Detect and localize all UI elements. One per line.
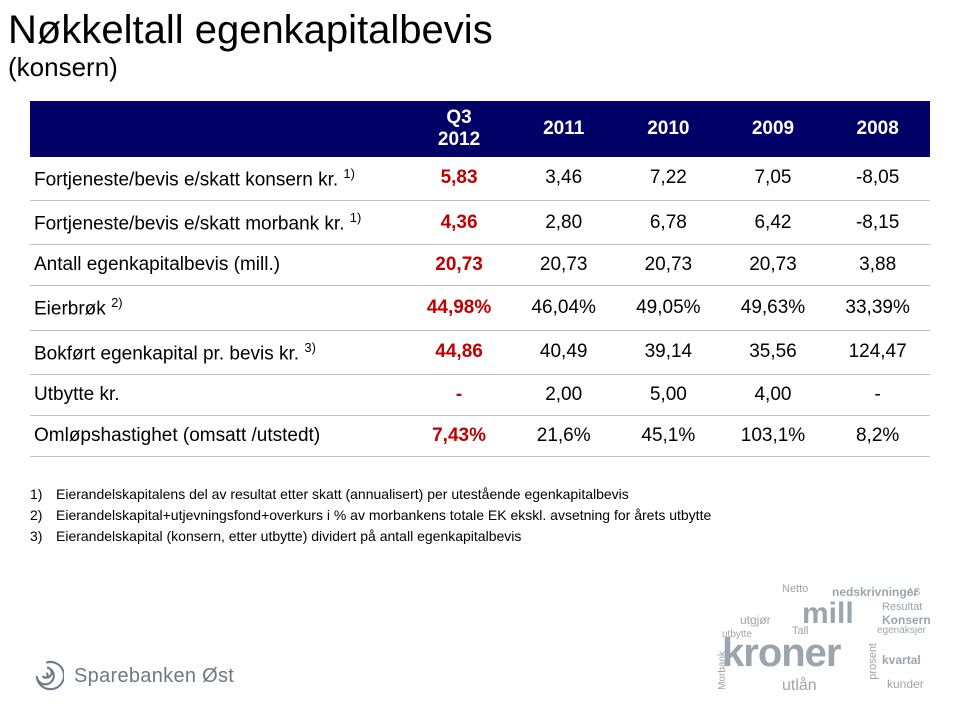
cell: 7,43% bbox=[407, 416, 512, 457]
table-header-row: Q3 2012 2011 2010 2009 2008 bbox=[30, 101, 930, 157]
spiral-icon bbox=[30, 659, 64, 693]
superscript: 1) bbox=[350, 210, 362, 225]
cell: 35,56 bbox=[721, 330, 826, 374]
bank-logo: Sparebanken Øst bbox=[30, 659, 234, 693]
word-cloud: Netto nedskrivninger AS mill Resultat Ko… bbox=[722, 583, 942, 703]
table-row: Antall egenkapitalbevis (mill.) 20,7320,… bbox=[30, 245, 930, 286]
footnote: 3)Eierandelskapital (konsern, etter utby… bbox=[30, 527, 930, 546]
row-label: Omløpshastighet (omsatt /utstedt) bbox=[30, 416, 407, 457]
cloud-word: Resultat bbox=[882, 601, 922, 613]
footnote-number: 3) bbox=[30, 527, 56, 546]
cell: 3,46 bbox=[511, 157, 616, 201]
footnote-text: Eierandelskapital (konsern, etter utbytt… bbox=[56, 527, 521, 546]
cell: 46,04% bbox=[511, 286, 616, 330]
cell: 124,47 bbox=[825, 330, 930, 374]
header-2009: 2009 bbox=[721, 101, 826, 157]
header-q3-top: Q3 2012 bbox=[411, 107, 508, 151]
cloud-word: Netto bbox=[782, 583, 808, 595]
cell: -8,05 bbox=[825, 157, 930, 201]
cell: 103,1% bbox=[721, 416, 826, 457]
table-body: Fortjeneste/bevis e/skatt konsern kr. 1)… bbox=[30, 157, 930, 457]
row-label: Antall egenkapitalbevis (mill.) bbox=[30, 245, 407, 286]
header-2008: 2008 bbox=[825, 101, 930, 157]
cell: 20,73 bbox=[407, 245, 512, 286]
cell: 7,05 bbox=[721, 157, 826, 201]
cloud-word-big: kroner bbox=[722, 631, 841, 676]
cell: 21,6% bbox=[511, 416, 616, 457]
cell: 4,00 bbox=[721, 375, 826, 416]
header-2010: 2010 bbox=[616, 101, 721, 157]
cell: 20,73 bbox=[511, 245, 616, 286]
superscript: 1) bbox=[343, 166, 355, 181]
page-title: Nøkkeltall egenkapitalbevis bbox=[0, 0, 960, 52]
table-row: Fortjeneste/bevis e/skatt morbank kr. 1)… bbox=[30, 201, 930, 245]
cell: 6,42 bbox=[721, 201, 826, 245]
cell: - bbox=[825, 375, 930, 416]
table-container: Q3 2012 2011 2010 2009 2008 Fortjeneste/… bbox=[0, 101, 960, 457]
cell: 6,78 bbox=[616, 201, 721, 245]
superscript: 3) bbox=[304, 340, 316, 355]
cloud-word: prosent bbox=[867, 643, 879, 680]
cloud-word: egenaksjer bbox=[877, 625, 926, 636]
cell: 2,00 bbox=[511, 375, 616, 416]
table-row: Eierbrøk 2)44,98%46,04%49,05%49,63%33,39… bbox=[30, 286, 930, 330]
cell: 45,1% bbox=[616, 416, 721, 457]
header-2011: 2011 bbox=[511, 101, 616, 157]
cloud-word: Morbank bbox=[717, 651, 728, 690]
footnote: 2)Eierandelskapital+utjevningsfond+overk… bbox=[30, 506, 930, 525]
cloud-word: kvartal bbox=[882, 653, 921, 667]
cell: 49,63% bbox=[721, 286, 826, 330]
cell: 5,83 bbox=[407, 157, 512, 201]
page-subtitle: (konsern) bbox=[0, 52, 960, 101]
footnote-number: 2) bbox=[30, 506, 56, 525]
cell: 2,80 bbox=[511, 201, 616, 245]
row-label: Bokført egenkapital pr. bevis kr. 3) bbox=[30, 330, 407, 374]
cell: 4,36 bbox=[407, 201, 512, 245]
header-blank bbox=[30, 101, 407, 157]
cloud-word: utgjør bbox=[740, 613, 771, 627]
cloud-word: AS bbox=[907, 587, 920, 598]
cloud-word: mill bbox=[802, 597, 854, 631]
footnote-text: Eierandelskapital+utjevningsfond+overkur… bbox=[56, 506, 711, 525]
header-q3-2012: Q3 2012 bbox=[407, 101, 512, 157]
row-label: Fortjeneste/bevis e/skatt konsern kr. 1) bbox=[30, 157, 407, 201]
cell: 33,39% bbox=[825, 286, 930, 330]
cell: - bbox=[407, 375, 512, 416]
cloud-word: kunder bbox=[887, 677, 924, 691]
table-row: Bokført egenkapital pr. bevis kr. 3)44,8… bbox=[30, 330, 930, 374]
key-figures-table: Q3 2012 2011 2010 2009 2008 Fortjeneste/… bbox=[30, 101, 930, 457]
bank-name: Sparebanken Øst bbox=[74, 665, 234, 688]
footnote-text: Eierandelskapitalens del av resultat ett… bbox=[56, 485, 629, 504]
footnote-number: 1) bbox=[30, 485, 56, 504]
cloud-word: utlån bbox=[782, 677, 817, 695]
footnotes: 1)Eierandelskapitalens del av resultat e… bbox=[0, 457, 960, 546]
row-label: Fortjeneste/bevis e/skatt morbank kr. 1) bbox=[30, 201, 407, 245]
cell: 7,22 bbox=[616, 157, 721, 201]
cell: 20,73 bbox=[721, 245, 826, 286]
table-row: Omløpshastighet (omsatt /utstedt) 7,43%2… bbox=[30, 416, 930, 457]
cell: 20,73 bbox=[616, 245, 721, 286]
row-label: Utbytte kr. bbox=[30, 375, 407, 416]
cell: 44,86 bbox=[407, 330, 512, 374]
footnote: 1)Eierandelskapitalens del av resultat e… bbox=[30, 485, 930, 504]
cell: 39,14 bbox=[616, 330, 721, 374]
superscript: 2) bbox=[111, 295, 123, 310]
cell: 40,49 bbox=[511, 330, 616, 374]
cell: 5,00 bbox=[616, 375, 721, 416]
cell: 44,98% bbox=[407, 286, 512, 330]
cell: 49,05% bbox=[616, 286, 721, 330]
cell: 8,2% bbox=[825, 416, 930, 457]
table-row: Fortjeneste/bevis e/skatt konsern kr. 1)… bbox=[30, 157, 930, 201]
cell: -8,15 bbox=[825, 201, 930, 245]
row-label: Eierbrøk 2) bbox=[30, 286, 407, 330]
cell: 3,88 bbox=[825, 245, 930, 286]
table-row: Utbytte kr. -2,005,004,00- bbox=[30, 375, 930, 416]
